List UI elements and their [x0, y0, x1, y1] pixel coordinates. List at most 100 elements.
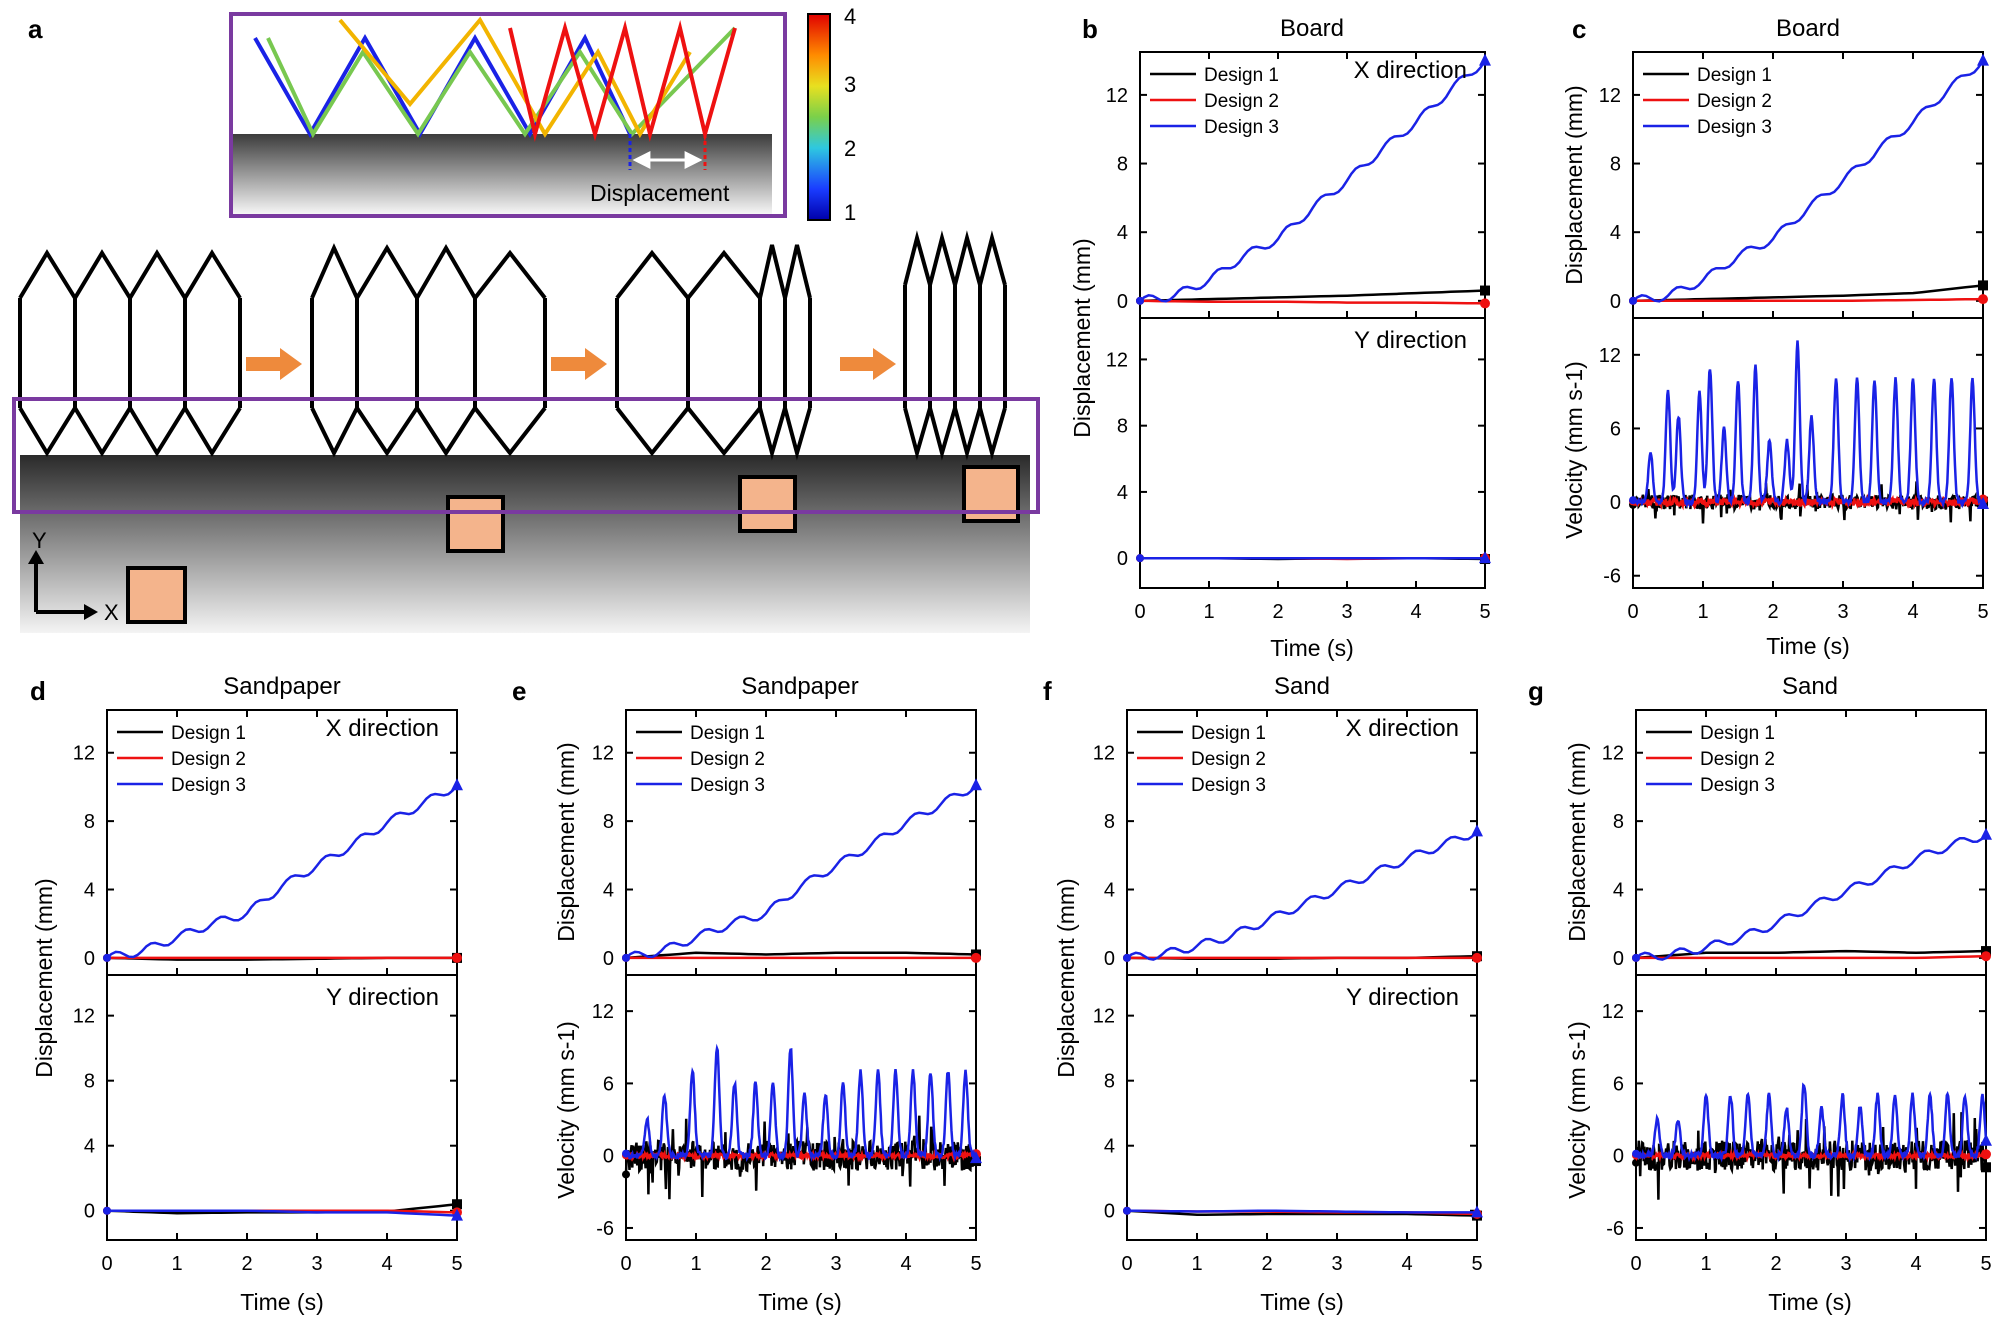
plot-frame: [1126, 709, 1478, 976]
orange-arrow-2: [551, 348, 607, 380]
series-line-design-2: [1139, 299, 1486, 305]
y-tick-label: 0: [1104, 1201, 1115, 1223]
x-tick-label: 3: [1837, 601, 1848, 623]
end-marker: [1480, 298, 1490, 309]
x-axis-label: Time (s): [1768, 1289, 1851, 1315]
y-tick-label: 12: [1093, 743, 1115, 765]
legend-label: Design 3: [690, 775, 765, 796]
y-tick-label: 12: [592, 1001, 614, 1023]
x-tick-label: 5: [1471, 1253, 1482, 1275]
robot-state-4: [903, 230, 1007, 461]
x-axis-label: Time (s): [1270, 635, 1353, 661]
x-tick-label: 4: [1401, 1253, 1412, 1275]
xy-axes: Y X: [28, 528, 119, 625]
colorbar-tick: 1: [844, 200, 856, 225]
panel-letter-f: f: [1043, 676, 1052, 706]
series-line-design-1: [1632, 284, 1984, 303]
legend-label: Design 1: [690, 723, 765, 744]
start-marker: [1629, 296, 1637, 305]
panel-letter-b: b: [1082, 14, 1098, 44]
colorbar-gradient: [807, 13, 831, 221]
end-marker: [1978, 294, 1988, 305]
panel-letter-c: c: [1572, 14, 1586, 44]
block-1: [126, 566, 187, 624]
series-line-design-3: [1632, 59, 1985, 303]
y-axis-label-velocity: Velocity (mm s-1): [553, 1021, 579, 1199]
y-tick-label: 4: [84, 880, 95, 902]
end-marker: [1978, 280, 1988, 291]
robot-state-3: [615, 244, 812, 461]
y-tick-label: 12: [73, 1006, 95, 1028]
legend-label: Design 3: [1204, 117, 1279, 138]
y-tick-label: 12: [1599, 85, 1621, 107]
y-tick-label: 4: [1104, 880, 1115, 902]
y-tick-label: 0: [1610, 291, 1621, 313]
y-tick-label: 0: [1613, 948, 1624, 970]
start-marker: [103, 953, 111, 962]
x-tick-label: 3: [830, 1253, 841, 1275]
end-marker: [1977, 496, 1989, 509]
end-marker: [1480, 285, 1490, 296]
y-tick-label: 8: [84, 811, 95, 833]
y-tick-label: 12: [1602, 743, 1624, 765]
direction-annotation: Y direction: [326, 984, 439, 1011]
y-tick-label: 8: [1610, 154, 1621, 176]
x-tick-label: 4: [1410, 601, 1421, 623]
x-axis-label: Time (s): [758, 1289, 841, 1315]
y-tick-label: -6: [1603, 566, 1621, 588]
plot-frame: [1139, 51, 1486, 319]
end-marker: [452, 1199, 462, 1210]
start-marker: [1136, 554, 1144, 563]
x-tick-label: 3: [1840, 1253, 1851, 1275]
robot-state-2: [310, 243, 547, 458]
y-tick-label: 0: [603, 1146, 614, 1168]
y-axis-label: Displacement (mm): [1069, 238, 1095, 437]
x-tick-label: 5: [1479, 601, 1490, 623]
x-axis-label: Time (s): [1766, 633, 1849, 659]
start-marker: [1123, 1206, 1131, 1215]
subplot-top: 0 4 8 12: [592, 709, 982, 976]
x-tick-label: 4: [381, 1253, 392, 1275]
y-tick-label: 8: [1117, 416, 1128, 438]
y-tick-label: 4: [1117, 222, 1128, 244]
end-marker: [1981, 951, 1991, 962]
panel-a-schematic: a Displacement 4 3 2 1: [12, 4, 1040, 633]
legend-label: Design 3: [1191, 775, 1266, 796]
y-tick-label: 8: [1104, 811, 1115, 833]
start-marker: [1136, 296, 1144, 305]
end-marker: [970, 1151, 982, 1164]
y-tick-label: 0: [1610, 492, 1621, 514]
end-marker: [1977, 53, 1989, 66]
chart-title: Sandpaper: [223, 673, 340, 700]
legend: Design 1 Design 2 Design 3: [1150, 65, 1279, 138]
x-tick-label: 4: [1907, 601, 1918, 623]
legend-label: Design 2: [1697, 91, 1772, 112]
x-tick-label: 5: [970, 1253, 981, 1275]
y-tick-label: 4: [1117, 482, 1128, 504]
subplot-top: 0 4 8 12 X direction: [73, 709, 463, 976]
y-tick-label: 0: [84, 948, 95, 970]
subplot-top: 0 4 8 12 X direction: [1106, 51, 1491, 319]
y-tick-label: 6: [603, 1073, 614, 1095]
series-line-design-3: [106, 784, 458, 959]
y-tick-label: 12: [1599, 345, 1621, 367]
plot-frame: [1126, 974, 1478, 1241]
start-marker: [622, 1170, 630, 1179]
x-tick-label: 4: [1910, 1253, 1921, 1275]
x-axis-label: Time (s): [1260, 1289, 1343, 1315]
y-tick-label: 6: [1613, 1073, 1624, 1095]
x-tick-label: 3: [311, 1253, 322, 1275]
y-tick-label: 12: [1093, 1006, 1115, 1028]
y-axis-label: Displacement (mm): [1053, 878, 1079, 1077]
x-tick-label: 0: [101, 1253, 112, 1275]
y-tick-label: 12: [1106, 85, 1128, 107]
x-tick-label: 1: [171, 1253, 182, 1275]
direction-annotation: X direction: [1346, 715, 1459, 742]
x-tick-label: 1: [1697, 601, 1708, 623]
x-tick-label: 3: [1341, 601, 1352, 623]
